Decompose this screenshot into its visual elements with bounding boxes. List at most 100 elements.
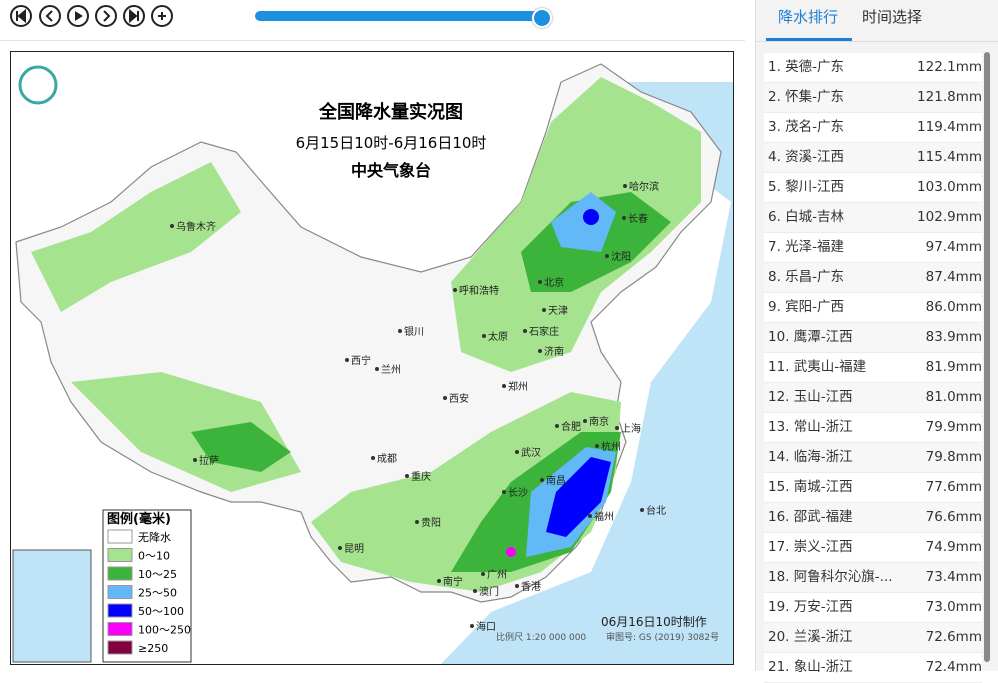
city-label: 澳门 [479,585,499,598]
sea [441,82,733,664]
city-dot [375,367,379,371]
city-label: 重庆 [411,470,431,483]
city-label: 贵阳 [421,516,441,529]
ranking-row[interactable]: 6. 白城-吉林 102.9mm [764,203,982,233]
city-dot [588,514,592,518]
city-dot [453,288,457,292]
tab-divider [756,41,998,42]
rainfall-value: 72.4mm [925,659,982,675]
legend: 无降水 0～10 10～25 25～50 50～100 100～250 ≥250 [107,529,191,655]
legend-swatch [107,529,133,544]
ranking-row[interactable]: 8. 乐昌-广东 87.4mm [764,263,982,293]
legend-title: 图例(毫米) [107,511,171,527]
city-dot [538,280,542,284]
city-dot [595,444,599,448]
icon [45,10,53,22]
city-dot [542,308,546,312]
city-dot [470,624,474,628]
side-panel: 降水排行 时间选择 1. 英德-广东 122.1mm 2. 怀集-广东 121.8mm… [755,0,998,683]
ranking-row[interactable]: 7. 光泽-福建 97.4mm [764,233,982,263]
city-dot [481,572,485,576]
city-label: 哈尔滨 [629,180,659,193]
station-name: 20. 兰溪-浙江 [768,629,853,645]
ranking-row[interactable]: 4. 资溪-江西 115.4mm [764,143,982,173]
map-agency: 中央气象台 [351,161,431,180]
station-name: 18. 阿鲁科尔沁旗-... [768,569,893,585]
slider-knob[interactable] [532,8,552,28]
last-button[interactable] [123,5,145,27]
rainfall-value: 119.4mm [917,119,982,135]
city-label: 杭州 [601,440,621,453]
city-label: 长沙 [508,487,528,499]
city-label: 长春 [628,213,648,225]
first-button[interactable] [10,5,32,27]
city-label: 海口 [476,620,496,633]
station-name: 5. 黎川-江西 [768,179,845,195]
ranking-row[interactable]: 2. 怀集-广东 121.8mm [764,83,982,113]
prev-button[interactable] [39,5,61,27]
rainfall-value: 81.9mm [925,359,982,375]
ranking-row[interactable]: 1. 英德-广东 122.1mm [764,53,982,83]
icon [16,8,26,24]
ranking-row[interactable]: 21. 象山-浙江 72.4mm [764,653,982,683]
map: 全国降水量实况图 6月15日10时-6月16日10时 中央气象台 乌鲁木齐 哈尔滨… [11,52,733,664]
ranking-row[interactable]: 20. 兰溪-浙江 72.6mm [764,623,982,653]
station-name: 9. 宾阳-广西 [768,299,845,315]
tab-ranking[interactable]: 降水排行 [778,8,839,26]
play-button[interactable] [67,5,89,27]
city-label: 兰州 [381,363,401,376]
icon [103,10,111,22]
station-name: 3. 茂名-广东 [768,119,845,135]
time-slider[interactable] [255,11,545,21]
toolbar [0,0,745,41]
rainfall-value: 74.9mm [925,539,982,555]
map-footer: 06月16日10时制作 [601,615,707,629]
city-label: 银川 [404,325,424,338]
city-dot [605,254,609,258]
ranking-row[interactable]: 18. 阿鲁科尔沁旗-... 73.4mm [764,563,982,593]
rainfall-value: 72.6mm [925,629,982,645]
ranking-row[interactable]: 13. 常山-浙江 79.9mm [764,413,982,443]
station-name: 17. 崇义-江西 [768,539,853,555]
city-label: 广州 [487,569,507,581]
rainfall-value: 103.0mm [917,179,982,195]
city-label: 台北 [646,504,666,517]
legend-label: 无降水 [138,530,171,544]
legend-label: 0～10 [138,550,170,563]
ranking-row[interactable]: 5. 黎川-江西 103.0mm [764,173,982,203]
ranking-row[interactable]: 14. 临海-浙江 79.8mm [764,443,982,473]
tab-time[interactable]: 时间选择 [862,8,923,26]
rainfall-value: 97.4mm [925,239,982,255]
legend-swatch [107,585,133,599]
ranking-row[interactable]: 19. 万安-江西 73.0mm [764,593,982,623]
rainfall-value: 102.9mm [917,209,982,225]
rain-extreme [506,547,516,557]
zoom-button[interactable] [151,5,173,27]
ranking-row[interactable]: 15. 南城-江西 77.6mm [764,473,982,503]
map-subtitle: 6月15日10时-6月16日10时 [296,134,487,152]
ranking-row[interactable]: 3. 茂名-广东 119.4mm [764,113,982,143]
city-label: 乌鲁木齐 [176,220,216,233]
legend-swatch [107,548,133,562]
city-dot [345,358,349,362]
ranking-row[interactable]: 17. 崇义-江西 74.9mm [764,533,982,563]
city-dot [640,508,644,512]
city-dot [482,334,486,338]
ranking-row[interactable]: 10. 鹰潭-江西 83.9mm [764,323,982,353]
city-label: 北京 [544,276,564,289]
city-label: 太原 [488,330,508,343]
rain-storm [546,209,611,537]
scrollbar[interactable] [984,52,990,662]
map-title: 全国降水量实况图 [318,101,463,123]
ranking-row[interactable]: 12. 玉山-江西 81.0mm [764,383,982,413]
icon [75,11,83,21]
ranking-row[interactable]: 16. 邵武-福建 76.6mm [764,503,982,533]
next-button[interactable] [95,5,117,27]
ranking-row[interactable]: 11. 武夷山-福建 81.9mm [764,353,982,383]
rainfall-value: 79.9mm [925,419,982,435]
city-label: 成都 [377,453,397,465]
city-label: 西安 [449,392,469,405]
ranking-row[interactable]: 9. 宾阳-广西 86.0mm [764,293,982,323]
city-dot [538,349,542,353]
